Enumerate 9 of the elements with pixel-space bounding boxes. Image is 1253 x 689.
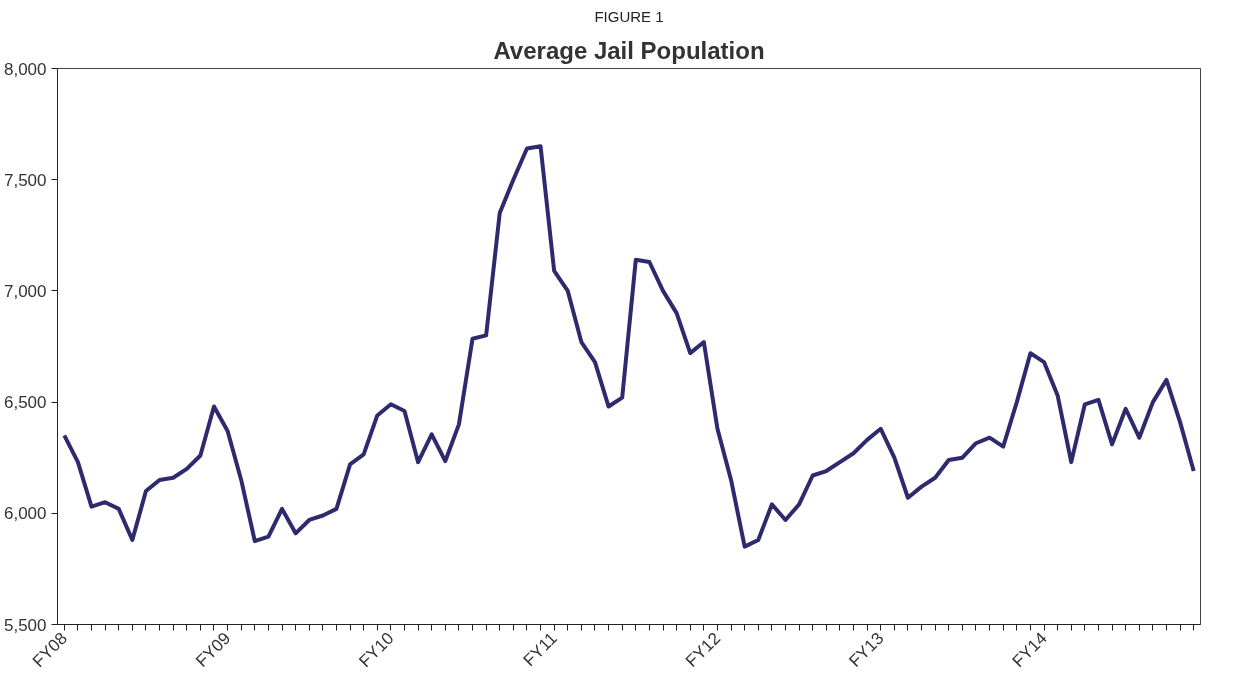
y-tick-label: 6,500 xyxy=(3,393,47,413)
y-tick-label: 7,500 xyxy=(3,170,47,190)
y-tick-label: 6,000 xyxy=(3,504,47,524)
y-tick-label: 5,500 xyxy=(3,615,47,635)
caption: FIGURE 1 xyxy=(594,7,664,25)
y-tick-label: 7,000 xyxy=(3,281,47,301)
line-series xyxy=(62,144,1196,549)
y-tick-label: 8,000 xyxy=(3,59,47,79)
chart-title: Average Jail Population xyxy=(493,36,765,64)
